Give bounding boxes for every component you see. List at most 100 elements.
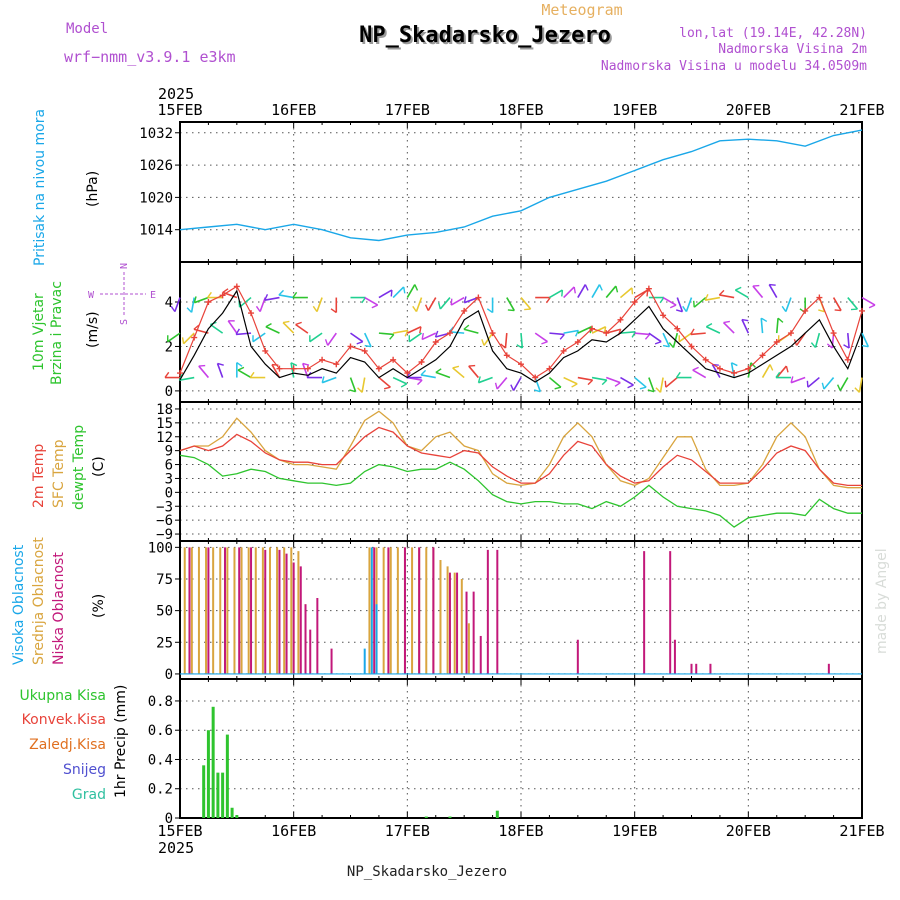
wind-barb <box>520 297 532 310</box>
wind-barb <box>785 297 792 312</box>
precip-bar <box>495 810 499 818</box>
wind-barb-feather <box>383 386 391 390</box>
wind-gust-marker <box>660 312 667 319</box>
wind-barb <box>237 369 252 379</box>
wind-barb-feather <box>662 344 670 348</box>
wind-barb-feather <box>435 368 442 374</box>
wind-barb-feather <box>735 286 742 291</box>
wind-barb <box>167 332 181 343</box>
x-tick-top: 16FEB <box>271 101 316 119</box>
wind-barb <box>741 319 750 334</box>
wind-barb-feather <box>516 344 523 349</box>
wind-barb-feather <box>364 344 372 348</box>
x-tick-top: 17FEB <box>385 101 430 119</box>
wind-barb-feather <box>850 308 858 311</box>
wind-barb <box>665 376 678 388</box>
wind-barb <box>420 374 436 379</box>
wind-barb-feather <box>545 297 551 304</box>
wind-barb <box>174 297 181 312</box>
wind-gust-marker <box>745 365 752 372</box>
wind-barb <box>591 284 601 298</box>
dewpoint-line <box>179 454 862 528</box>
wind-gust-marker <box>276 365 283 372</box>
wind-gust-marker <box>816 294 823 301</box>
wind-barb <box>190 297 195 313</box>
wind-barb-feather <box>627 384 634 389</box>
wind-gust-marker <box>191 334 198 341</box>
wind-gust-marker <box>787 330 794 337</box>
wind-barb-feather <box>777 317 784 323</box>
wind-barb-feather <box>312 305 318 313</box>
wind-gust-marker <box>503 352 510 359</box>
wind-barb <box>406 326 422 334</box>
wind-barb-feather <box>390 289 393 297</box>
wind-barb-feather <box>554 386 562 390</box>
wind-gust-marker <box>404 370 411 377</box>
wind-barb-feather <box>403 286 406 294</box>
wind-barb <box>282 321 295 334</box>
y-tick-label: 0.8 <box>148 694 173 710</box>
wind-barb-feather <box>806 380 809 388</box>
wind-barb <box>468 365 479 379</box>
wind-barb-feather <box>818 309 825 313</box>
wind-barb-feather <box>644 333 651 340</box>
wind-gust-marker <box>177 370 183 377</box>
wind-gust-marker <box>518 361 524 368</box>
wind-barb <box>183 332 195 345</box>
wind-barb-feather <box>769 283 776 286</box>
wind-barb-feather <box>760 317 768 323</box>
footer-station: NP_Skadarsko_Jezero <box>347 864 507 880</box>
wind-barb-feather <box>371 304 378 309</box>
wind-barb <box>685 297 693 312</box>
precip-unit: 1hr Precip (mm) <box>113 685 129 798</box>
y-tick-label: 0 <box>165 811 173 827</box>
wind-barb <box>549 289 563 299</box>
wind-barb <box>591 376 607 381</box>
wind-gust-marker <box>560 347 567 354</box>
lonlat-text: lon,lat (19.14E, 42.28N) <box>679 26 867 41</box>
wind-barb <box>861 332 870 348</box>
wind-barb <box>427 297 437 311</box>
wind-barb <box>227 320 238 334</box>
y-tick-label: 0.6 <box>148 723 173 739</box>
sfc-ylabel: SFC Temp <box>51 439 67 508</box>
wind-barb <box>408 332 423 343</box>
wind-gust-marker <box>390 356 397 363</box>
wind-barb <box>198 365 210 379</box>
wind-barb-feather <box>438 302 441 310</box>
year-top: 2025 <box>158 85 194 103</box>
wind-barb-feather <box>282 320 290 324</box>
wind-barb-feather <box>419 326 422 334</box>
wind-barb <box>768 284 778 298</box>
wind-barb <box>363 332 372 348</box>
wind-barb-feather <box>704 294 709 301</box>
wind-barb <box>290 362 295 378</box>
wind-barb-feather <box>723 320 730 324</box>
wind-barb <box>449 331 465 334</box>
y-tick-label: 4 <box>165 295 173 311</box>
wind-barb <box>194 296 209 304</box>
wind-barb-feather <box>769 364 774 371</box>
y-tick-label: 0 <box>165 667 173 683</box>
wind-barb <box>216 363 224 378</box>
y-tick-label: 0 <box>165 384 173 400</box>
wind-barb <box>236 332 252 336</box>
compass-east: E <box>150 290 156 301</box>
wind-barb <box>327 332 337 346</box>
wind-barb <box>350 332 364 343</box>
wind-barb <box>415 297 423 312</box>
wind-barb <box>790 376 806 384</box>
panel-frame <box>179 261 863 403</box>
cloud-panel: Visoka Oblacnost Srednja Oblacnost Niska… <box>11 537 863 683</box>
wind-barb <box>478 376 493 384</box>
wind-barb-feather <box>434 330 439 338</box>
wind-barb-feather <box>675 371 681 378</box>
panel-frame <box>179 678 863 819</box>
wind-gust-marker <box>319 356 326 363</box>
wind-barb-feather <box>424 304 429 311</box>
wind-barb <box>309 332 323 343</box>
y-tick-label: 0.4 <box>148 752 173 768</box>
wind-barb-feather <box>854 387 860 393</box>
compass-west: W <box>88 290 95 301</box>
precip-legend-convective: Konvek.Kisa <box>22 712 106 728</box>
